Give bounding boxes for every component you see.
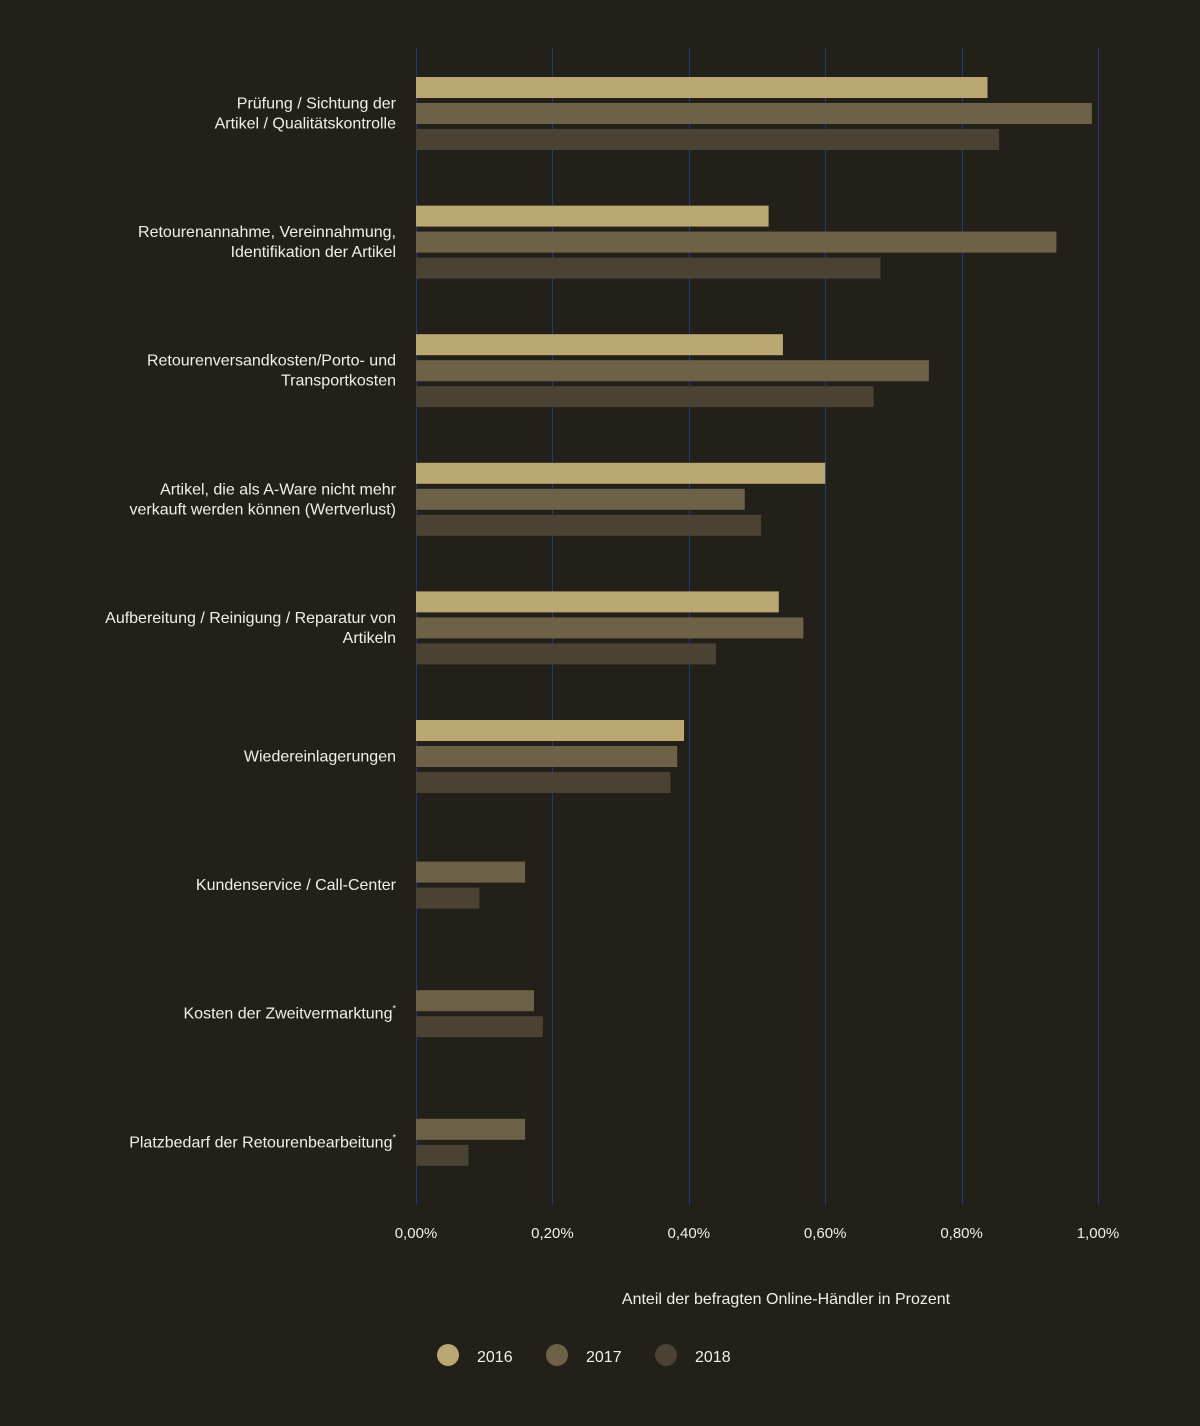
- category-label: Prüfung / Sichtung der Artikel / Qualität…: [215, 96, 397, 133]
- bar-2016-cat-4: [416, 591, 779, 613]
- x-tick-label: 0,00%: [395, 1225, 438, 1242]
- category-label-line: Prüfung / Sichtung der: [237, 96, 397, 113]
- category-label-line: Artikel, die als A-Ware nicht mehr: [160, 481, 397, 498]
- bar-2018-cat-5: [416, 772, 671, 793]
- bar-2018-cat-6: [416, 887, 480, 909]
- category-label-line: Transportkosten: [281, 373, 396, 390]
- legend-swatch-2017: [546, 1344, 568, 1366]
- bar-2016-cat-3: [416, 462, 826, 484]
- x-tick-label: 0,40%: [668, 1225, 711, 1242]
- footnote-marker: *: [392, 1004, 396, 1014]
- bar-2017-cat-0: [416, 103, 1092, 124]
- bars: [416, 77, 1092, 1166]
- x-tick-label: 1,00%: [1077, 1225, 1120, 1242]
- category-label: Kosten der Zweitvermarktung*: [184, 1004, 397, 1023]
- bar-2017-cat-7: [416, 990, 534, 1012]
- x-tick-label: 0,20%: [531, 1225, 574, 1242]
- category-label-line: Kosten der Zweitvermarktung: [184, 1006, 393, 1023]
- legend-label-2017: 2017: [586, 1349, 622, 1366]
- bar-2018-cat-4: [416, 643, 717, 665]
- x-axis-ticks: 0,00% 0,20% 0,40% 0,60% 0,80% 1,00%: [395, 1225, 1120, 1242]
- category-labels: Prüfung / Sichtung der Artikel / Qualität…: [105, 96, 397, 1152]
- x-tick-label: 0,80%: [940, 1225, 983, 1242]
- bar-2016-cat-5: [416, 720, 685, 741]
- category-label-line: Platzbedarf der Retourenbearbeitung: [129, 1134, 392, 1151]
- category-label: Platzbedarf der Retourenbearbeitung*: [129, 1132, 396, 1151]
- category-label-line: Kundenservice / Call-Center: [196, 877, 397, 894]
- x-tick-label: 0,60%: [804, 1225, 847, 1242]
- legend: 2016 2017 2018: [437, 1344, 731, 1366]
- x-axis-title: Anteil der befragten Online-Händler in P…: [622, 1291, 951, 1308]
- bar-2017-cat-2: [416, 360, 929, 382]
- bar-2017-cat-8: [416, 1118, 526, 1140]
- category-label: Retourenannahme, Vereinnahmung, Identifik…: [138, 224, 396, 261]
- legend-swatch-2016: [437, 1344, 459, 1366]
- category-label: Artikel, die als A-Ware nicht mehr verkau…: [130, 481, 397, 518]
- legend-swatch-2018: [655, 1344, 677, 1366]
- legend-label-2018: 2018: [695, 1349, 731, 1366]
- category-label-line: Aufbereitung / Reinigung / Reparatur von: [105, 610, 396, 627]
- bar-2016-cat-0: [416, 77, 988, 98]
- category-label-line: Identifikation der Artikel: [231, 244, 396, 261]
- bar-2018-cat-7: [416, 1016, 543, 1038]
- legend-label-2016: 2016: [477, 1349, 513, 1366]
- bar-2017-cat-6: [416, 861, 526, 883]
- category-label-line: Retourenversandkosten/Porto- und: [147, 353, 396, 370]
- category-label: Wiedereinlagerungen: [244, 749, 396, 766]
- category-label-line: Artikel / Qualitätskontrolle: [215, 116, 397, 133]
- bar-2018-cat-8: [416, 1144, 469, 1166]
- category-label-line: Retourenannahme, Vereinnahmung,: [138, 224, 396, 241]
- bar-2018-cat-1: [416, 257, 881, 279]
- bar-2017-cat-4: [416, 617, 804, 639]
- bar-2016-cat-2: [416, 334, 783, 356]
- category-label-line: verkauft werden können (Wertverlust): [130, 501, 396, 518]
- bar-2016-cat-1: [416, 205, 769, 227]
- bar-2017-cat-3: [416, 488, 745, 510]
- bar-2018-cat-0: [416, 129, 1000, 150]
- bar-2017-cat-5: [416, 746, 678, 767]
- footnote-marker: *: [392, 1132, 396, 1142]
- bar-2018-cat-2: [416, 386, 874, 408]
- category-label: Kundenservice / Call-Center: [196, 877, 397, 894]
- category-label: Aufbereitung / Reinigung / Reparatur von…: [105, 610, 396, 647]
- category-label-line: Wiedereinlagerungen: [244, 749, 396, 766]
- category-label-line: Artikeln: [343, 630, 396, 647]
- bar-2017-cat-1: [416, 231, 1057, 253]
- bar-2018-cat-3: [416, 514, 762, 536]
- category-label: Retourenversandkosten/Porto- und Transpor…: [147, 353, 396, 390]
